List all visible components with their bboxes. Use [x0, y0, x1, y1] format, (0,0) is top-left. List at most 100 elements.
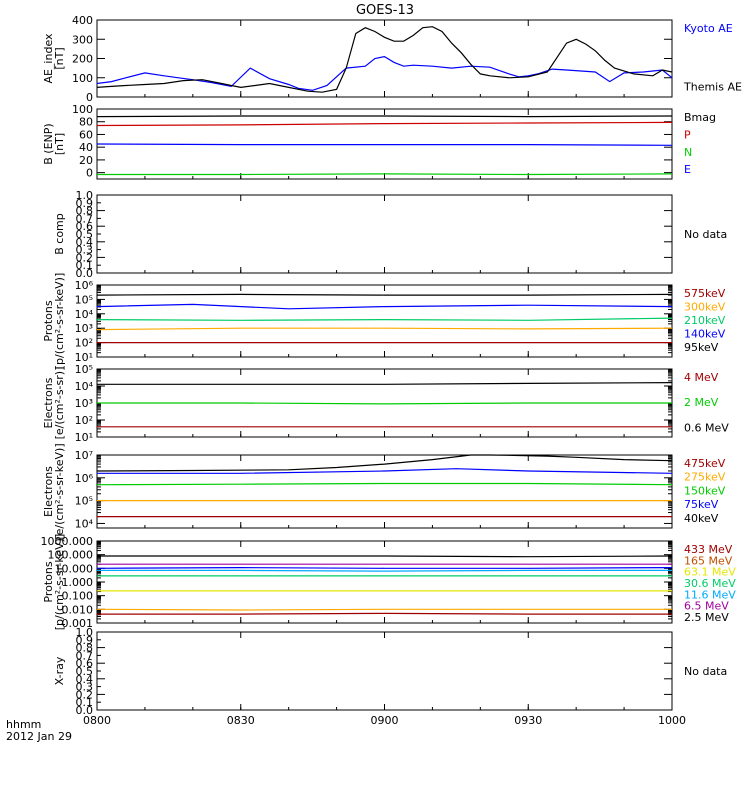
panel-ae: 0 100 200 300 400 AE_index[nT] Kyoto AE Themis …: [42, 14, 742, 104]
y-tick-label: 0: [86, 167, 93, 180]
y-axis-label: Electrons: [42, 377, 55, 428]
series-75kev: [97, 468, 673, 474]
x-axis: 0800 0830 0900 0930 1000: [83, 714, 686, 727]
y-tick-label: 10⁵: [75, 293, 93, 306]
x-tick-label: 0800: [83, 714, 111, 727]
y-tick-label: 0: [86, 91, 93, 104]
legend-label: 210keV: [684, 314, 726, 327]
legend-label: N: [684, 146, 692, 159]
footer-time-label: hhmm: [6, 718, 41, 731]
y-tick-label: 10.000: [55, 562, 94, 575]
y-tick-label: 200: [72, 53, 93, 66]
y-tick-label: 10⁴: [75, 517, 94, 530]
y-tick-label: 1.0: [76, 626, 94, 639]
y-axis-label: [e/(cm²-s-sr-keV)]: [53, 443, 66, 539]
legend-label: 30.6 MeV: [684, 577, 736, 590]
y-tick-label: 80: [79, 116, 93, 129]
legend-label: 75keV: [684, 498, 719, 511]
series-40kev: [96, 454, 673, 472]
legend-label: 300keV: [684, 301, 726, 314]
y-tick-label: 0.0: [76, 704, 94, 717]
legend-label: 2.5 MeV: [684, 611, 729, 624]
y-minor-label: 0.5: [76, 665, 94, 678]
legend-label: 275keV: [684, 471, 726, 484]
legend-label: 575keV: [684, 287, 726, 300]
y-tick-label: 10²: [75, 337, 93, 350]
y-tick-label: 60: [79, 128, 93, 141]
y-axis-label: B comp: [53, 213, 66, 255]
series-themis-ae: [96, 26, 673, 93]
y-tick-label: 400: [72, 14, 93, 27]
y-minor-label: 0.3: [76, 681, 94, 694]
legend-label: 0.6 MeV: [684, 421, 729, 434]
series-n: [97, 173, 673, 176]
y-tick-label: 10¹: [75, 431, 93, 444]
legend-label: 2 MeV: [684, 396, 719, 409]
series-140kev: [96, 303, 673, 310]
y-tick-label: 10⁴: [75, 308, 94, 321]
legend-label: 150keV: [684, 484, 726, 497]
y-axis-label: X-ray: [53, 656, 66, 685]
footer-date-label: 2012 Jan 29: [6, 730, 72, 743]
no-data-label: No data: [684, 665, 727, 678]
y-axis-label: [p/(cm²-s-sr-keV)]: [53, 534, 66, 631]
legend-label: 4 MeV: [684, 371, 719, 384]
y-tick-label: 10⁵: [75, 363, 93, 376]
panel-bcomp: 0.0 0.2 0.4 0.6 0.8 1.0 0.1 0.3 0.5 0.7 0.9 B comp N…: [53, 189, 727, 280]
panel-frame: [96, 194, 673, 274]
series-kyoto-ae: [96, 55, 673, 91]
y-axis-label: [e/(cm²-s-sr)]: [53, 367, 66, 440]
panel-frame: [96, 284, 673, 358]
panel-frame: [96, 631, 673, 711]
y-minor-label: 0.5: [76, 228, 94, 241]
legend-label: 6.5 MeV: [684, 600, 729, 613]
chart-title: GOES-13: [356, 3, 414, 18]
y-tick-label: 0.0: [76, 267, 94, 280]
series-433-mev: [97, 612, 672, 615]
y-axis-label: [nT]: [53, 133, 66, 155]
y-tick-label: 0.2: [76, 688, 94, 701]
series-e: [96, 143, 673, 146]
legend-label: E: [684, 163, 691, 176]
legend-label: 140keV: [684, 328, 726, 341]
y-tick-label: 10³: [75, 322, 93, 335]
y-axis-label: B (ENP): [42, 123, 55, 164]
no-data-label: No data: [684, 228, 727, 241]
legend-label: 165 MeV: [684, 554, 733, 567]
y-minor-label: 0.1: [76, 696, 94, 709]
x-tick-label: 1000: [658, 714, 686, 727]
y-tick-label: 0.001: [62, 617, 94, 630]
y-tick-label: 300: [72, 33, 93, 46]
y-minor-label: 0.9: [76, 634, 94, 647]
y-axis-label: Electrons: [42, 466, 55, 517]
legend-label: Themis AE: [683, 81, 742, 94]
series-p: [96, 121, 673, 127]
series-210kev: [96, 317, 673, 321]
panel-electrons2: 10⁴ 10⁵ 10⁶ 10⁷ Electrons[e/(cm²-s-sr-keV)] 4…: [42, 443, 726, 539]
x-tick-label: 0830: [227, 714, 255, 727]
y-tick-label: 10³: [75, 397, 93, 410]
x-tick-label: 0930: [514, 714, 542, 727]
panel-electrons1: 10¹ 10² 10³ 10⁴ 10⁵ Electrons[e/(cm²-s-sr)] 4 …: [42, 363, 729, 444]
legend-label: 475keV: [684, 457, 726, 470]
y-axis-label: AE_index: [42, 33, 55, 84]
y-axis-label: Protons: [42, 300, 55, 341]
panel-frame: [96, 540, 673, 624]
legend-label: 433 MeV: [684, 543, 733, 556]
y-minor-label: 0.1: [76, 259, 94, 272]
y-tick-label: 10⁶: [75, 472, 94, 485]
y-tick-label: 10⁶: [75, 279, 94, 292]
y-tick-label: 0.6: [76, 657, 94, 670]
x-tick-label: 0900: [371, 714, 399, 727]
y-tick-label: 0.8: [76, 642, 94, 655]
legend-label: Bmag: [684, 111, 716, 124]
series-2-5-mev: [97, 555, 673, 558]
y-axis-label: Protons: [42, 561, 55, 602]
y-tick-label: 0.6: [76, 220, 94, 233]
legend-label: P: [684, 128, 691, 141]
y-minor-label: 0.7: [76, 649, 94, 662]
y-tick-label: 0.4: [76, 673, 94, 686]
